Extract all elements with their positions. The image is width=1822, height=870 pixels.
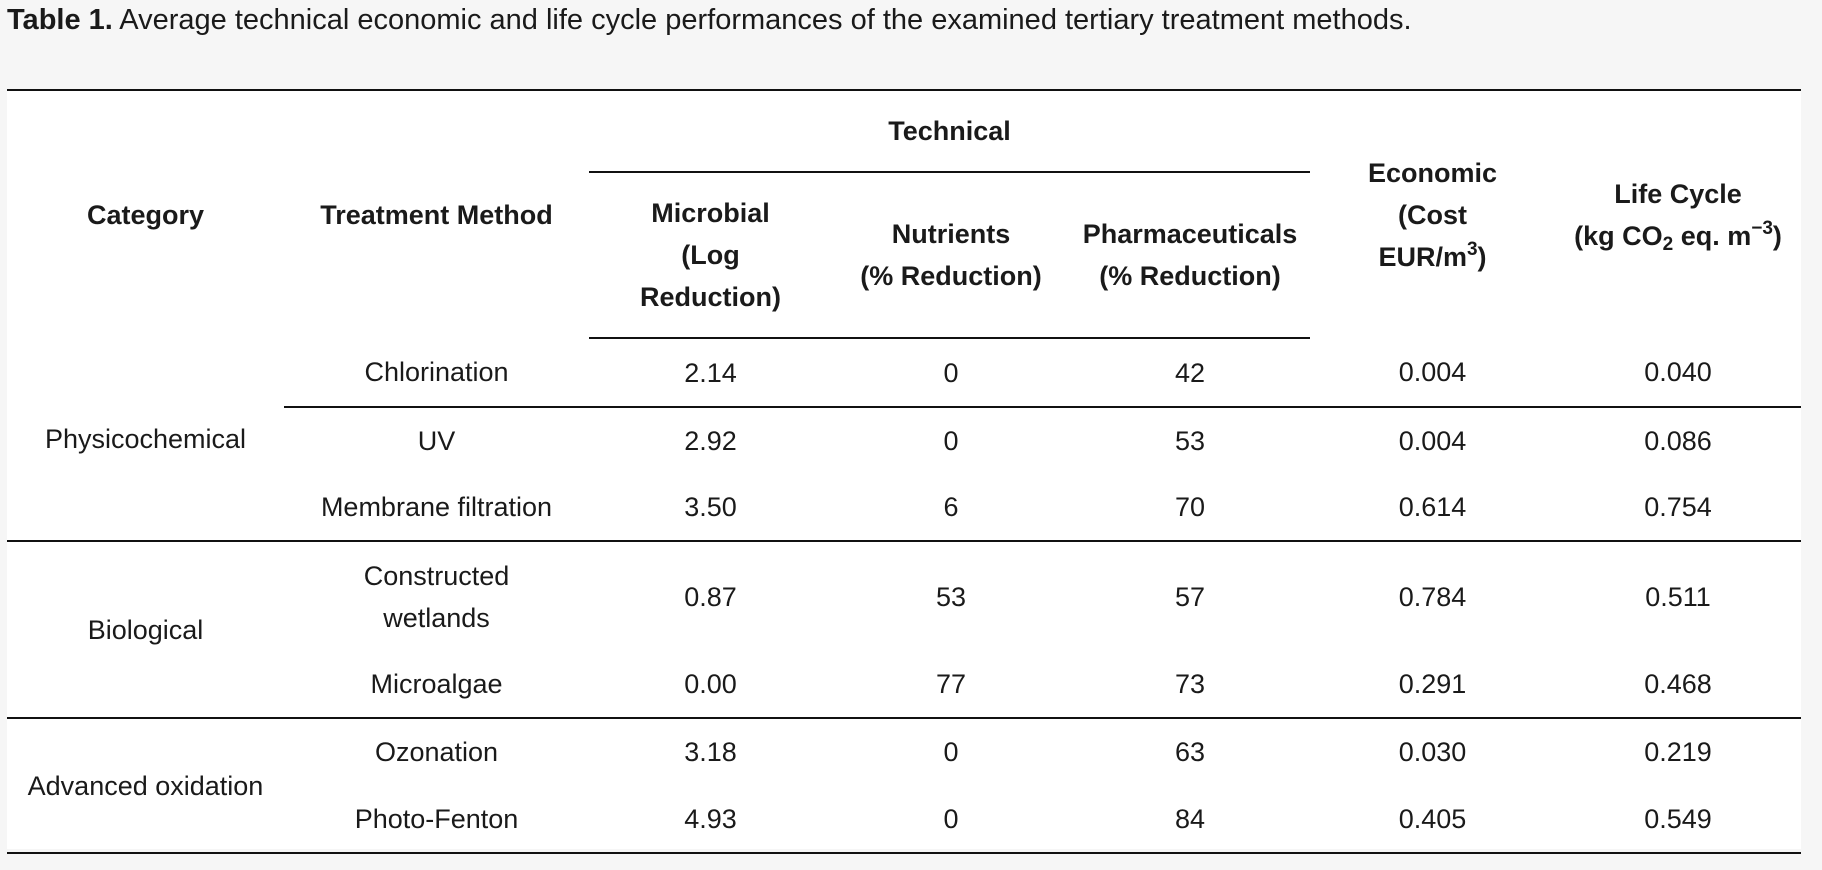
- life-cycle-cell: 0.754: [1555, 474, 1801, 542]
- method-cell: Ozonation: [374, 737, 499, 767]
- pharmaceuticals-cell: 42: [1174, 357, 1206, 388]
- pharmaceuticals-cell: 63: [1174, 737, 1206, 767]
- table-row: Microalgae 0.00 77 73 0.291 0.468: [7, 651, 1801, 719]
- nutrients-cell: 0: [832, 406, 1070, 474]
- life-cycle-cell: 0.549: [1555, 785, 1801, 854]
- nutrients-cell: 0: [943, 357, 959, 388]
- table-caption: Table 1. Average technical economic and …: [7, 2, 1412, 38]
- header-nutrients: Nutrients (% Reduction): [832, 172, 1070, 339]
- nutrients-cell: 53: [935, 581, 967, 612]
- economic-cell: 0.614: [1310, 474, 1555, 542]
- life-cycle-cell: 0.511: [1645, 581, 1711, 612]
- header-category: Category: [7, 89, 284, 338]
- microbial-cell: 2.14: [684, 357, 737, 388]
- header-technical-group: Technical: [589, 89, 1310, 173]
- category-cell: Physicochemical: [7, 338, 284, 542]
- table-row: Membrane filtration 3.50 6 70 0.614 0.75…: [7, 474, 1801, 542]
- table-row: Advanced oxidation Ozonation 3.18 0 63 0…: [7, 718, 1801, 854]
- microbial-cell: 0.87: [684, 581, 737, 612]
- method-cell: Chlorination: [364, 357, 509, 387]
- header-treatment-method: Treatment Method: [284, 89, 589, 338]
- pharmaceuticals-cell: 53: [1070, 406, 1310, 474]
- economic-cell: 0.405: [1310, 785, 1555, 854]
- economic-cell: 0.004: [1398, 357, 1467, 387]
- economic-cell: 0.030: [1398, 737, 1467, 767]
- economic-cell: 0.784: [1398, 581, 1467, 612]
- method-cell: Microalgae: [284, 651, 589, 719]
- microbial-cell: 3.18: [684, 737, 737, 767]
- life-cycle-cell: 0.086: [1555, 406, 1801, 474]
- header-pharmaceuticals: Pharmaceuticals (% Reduction): [1070, 172, 1310, 339]
- life-cycle-cell: 0.040: [1644, 357, 1712, 387]
- caption-text: Average technical economic and life cycl…: [112, 4, 1412, 36]
- results-table-container: Category Treatment Method Technical Econ…: [7, 89, 1801, 854]
- microbial-cell: 4.93: [589, 785, 832, 854]
- pharmaceuticals-cell: 70: [1070, 474, 1310, 542]
- microbial-cell: 0.00: [589, 651, 832, 719]
- nutrients-cell: 0: [943, 737, 959, 767]
- nutrients-cell: 6: [832, 474, 1070, 542]
- economic-cell: 0.291: [1310, 651, 1555, 719]
- microbial-cell: 3.50: [589, 474, 832, 542]
- table-row: Photo-Fenton 4.93 0 84 0.405 0.549: [7, 785, 1801, 854]
- pharmaceuticals-cell: 84: [1070, 785, 1310, 854]
- table-row: UV 2.92 0 53 0.004 0.086: [7, 406, 1801, 474]
- method-cell: Membrane filtration: [284, 474, 589, 542]
- life-cycle-cell: 0.468: [1555, 651, 1801, 719]
- pharmaceuticals-cell: 57: [1174, 581, 1206, 612]
- nutrients-cell: 77: [832, 651, 1070, 719]
- table-row: Biological Constructed wetlands 0.87 53 …: [7, 541, 1801, 719]
- category-cell: Advanced oxidation: [7, 718, 284, 854]
- microbial-cell: 2.92: [589, 406, 832, 474]
- life-cycle-cell: 0.219: [1644, 737, 1712, 767]
- method-cell: Constructed wetlands: [363, 560, 510, 633]
- pharmaceuticals-cell: 73: [1070, 651, 1310, 719]
- header-economic: Economic (Cost EUR/m3): [1310, 89, 1555, 338]
- nutrients-cell: 0: [832, 785, 1070, 854]
- header-life-cycle: Life Cycle (kg CO2 eq. m−3): [1555, 89, 1801, 338]
- method-cell: UV: [284, 406, 589, 474]
- method-cell: Photo-Fenton: [284, 785, 589, 854]
- caption-label: Table 1.: [7, 4, 113, 36]
- table-row: Physicochemical Chlorination 2.14 0 42 0…: [7, 338, 1801, 542]
- category-cell: Biological: [7, 541, 284, 719]
- header-microbial: Microbial (Log Reduction): [589, 172, 832, 339]
- economic-cell: 0.004: [1310, 406, 1555, 474]
- results-table: Category Treatment Method Technical Econ…: [7, 89, 1801, 854]
